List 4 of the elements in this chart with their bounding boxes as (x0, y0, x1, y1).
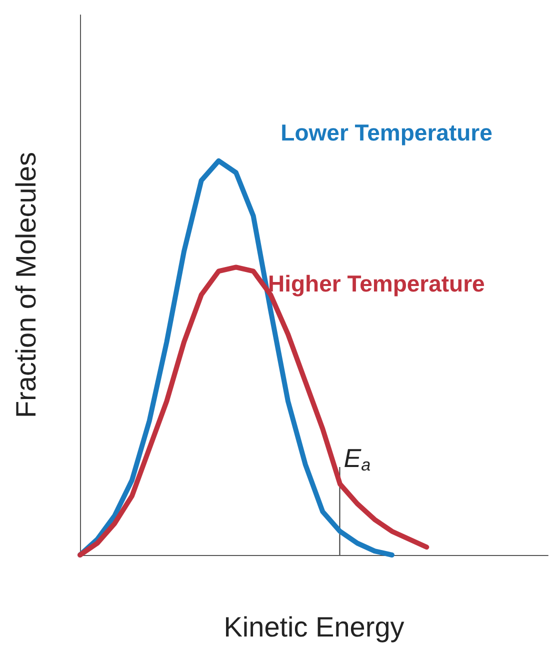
x-axis-title: Kinetic Energy (224, 612, 404, 642)
text: Lower Temperature (280, 119, 492, 146)
y-axis-title: Fraction of Molecules (10, 152, 42, 418)
series-label: Higher Temperature (268, 270, 485, 297)
